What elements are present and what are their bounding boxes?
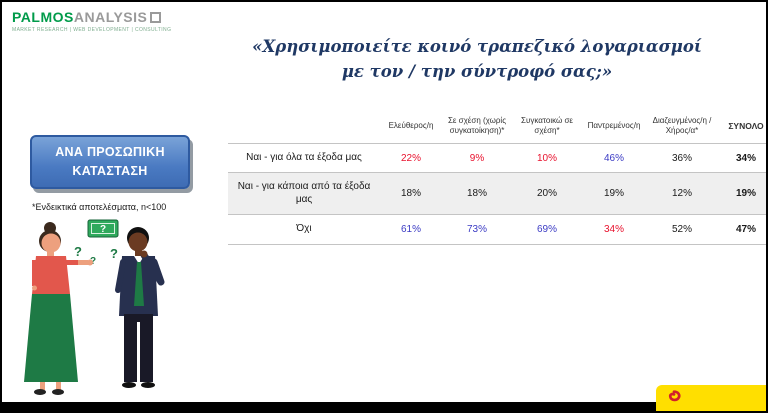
value-cell: 18%	[380, 172, 442, 215]
question-mark-icon: ?	[74, 244, 82, 259]
table-body: Ναι - για όλα τα έξοδα μας 22% 9% 10% 46% 36%…	[228, 142, 766, 245]
column-header: Σε σχέση (χωρίς συγκατοίκηση)*	[447, 116, 507, 136]
partner-logo	[656, 385, 766, 411]
palmos-logo: PALMOS ANALYSIS MARKET RESEARCH | WEB DE…	[12, 9, 171, 33]
value-cell: 69%	[512, 214, 582, 245]
row-label: Όχι	[228, 214, 380, 245]
woman-figure	[24, 222, 93, 395]
table-row: Ναι - για όλα τα έξοδα μας 22% 9% 10% 46% 36%…	[228, 142, 766, 173]
slide-title: «Χρησιμοποιείτε κοινό τραπεζικό λογαριασ…	[237, 35, 717, 85]
question-mark-icon: ?	[110, 246, 118, 261]
value-cell: 34%	[718, 142, 766, 173]
banknote-symbol: ?	[100, 224, 106, 235]
partner-logo-red-swirl-icon	[668, 390, 681, 402]
man-figure	[115, 227, 165, 388]
value-cell: 19%	[718, 172, 766, 215]
value-cell: 19%	[582, 172, 646, 215]
value-cell: 36%	[646, 142, 718, 173]
couple-illustration: ? ? ? ?	[24, 219, 165, 395]
column-header: Διαζευγμένος/η / Χήρος/α*	[652, 116, 712, 136]
value-cell: 61%	[380, 214, 442, 245]
row-label: Ναι - για όλα τα έξοδα μας	[228, 142, 380, 173]
table-row: Όχι 61% 73% 69% 34% 52% 47%	[228, 214, 766, 245]
value-cell: 20%	[512, 172, 582, 215]
footnote: *Ενδεικτικά αποτελέσματα, n<100	[32, 202, 167, 212]
row-label-header	[228, 114, 380, 143]
title-line-1: «Χρησιμοποιείτε κοινό τραπεζικό λογαριασ…	[252, 37, 702, 56]
title-line-2: με τον / την σύντροφό σας;»	[341, 61, 613, 81]
value-cell: 12%	[646, 172, 718, 215]
value-cell: 10%	[512, 142, 582, 173]
banknote-icon: ?	[87, 219, 119, 238]
column-header: Συγκατοικώ σε σχέση*	[521, 116, 573, 136]
table-header-row: Ελεύθερος/η Σε σχέση (χωρίς συγκατοίκηση)…	[228, 114, 766, 143]
category-box: ΑΝΑ ΠΡΟΣΩΠΙΚΗ ΚΑΤΑΣΤΑΣΗ	[30, 135, 190, 189]
value-cell: 34%	[582, 214, 646, 245]
value-cell: 22%	[380, 142, 442, 173]
logo-text-green: PALMOS	[12, 9, 74, 25]
value-cell: 46%	[582, 142, 646, 173]
logo-tagline: MARKET RESEARCH | WEB DEVELOPMENT | CONS…	[12, 27, 172, 33]
value-cell: 18%	[442, 172, 512, 215]
category-box-line-1: ΑΝΑ ΠΡΟΣΩΠΙΚΗ	[55, 145, 165, 160]
column-header: Παντρεμένος/η	[587, 121, 641, 131]
value-cell: 47%	[718, 214, 766, 245]
column-header: Ελεύθερος/η	[388, 121, 434, 131]
value-cell: 52%	[646, 214, 718, 245]
logo-square-icon	[150, 11, 162, 23]
question-mark-icon: ?	[90, 256, 96, 267]
row-label: Ναι - για κάποια από τα έξοδα μας	[228, 172, 380, 215]
category-box-line-2: ΚΑΤΑΣΤΑΣΗ	[72, 164, 148, 178]
logo-text-gray: ANALYSIS	[73, 9, 148, 25]
results-table: Ελεύθερος/η Σε σχέση (χωρίς συγκατοίκηση)…	[228, 114, 766, 245]
value-cell: 73%	[442, 214, 512, 245]
table-row: Ναι - για κάποια από τα έξοδα μας 18% 18% 2…	[228, 172, 766, 215]
bottom-bar	[2, 402, 766, 411]
value-cell: 9%	[442, 142, 512, 173]
column-header: ΣΥΝΟΛΟ	[728, 120, 764, 131]
